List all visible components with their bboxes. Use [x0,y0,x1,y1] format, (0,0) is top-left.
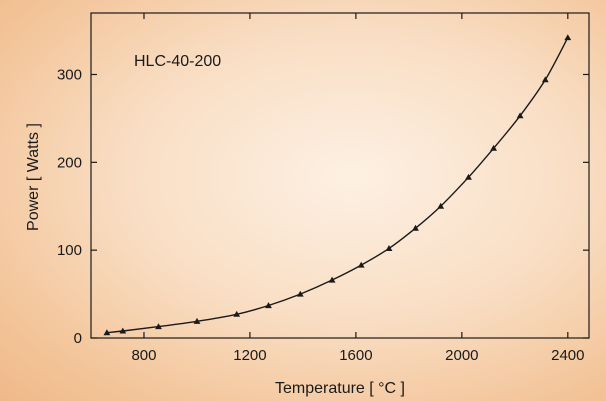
data-point-marker [516,112,524,119]
x-axis-ticks: 800 1200 1600 2000 2400 [131,13,584,364]
data-point-marker [328,276,336,283]
x-tick-label: 2400 [551,347,584,364]
series-markers [103,34,572,336]
x-tick-label: 1200 [233,347,266,364]
x-axis-label: Temperature [ °C ] [275,380,405,397]
y-axis-label: Power [ Watts ] [25,123,42,231]
y-tick-label: 100 [57,242,82,259]
data-point-marker [155,323,162,330]
plot-area-border [90,12,590,339]
data-point-marker [564,34,572,41]
data-point-marker [412,224,419,231]
x-tick-label: 2000 [445,347,478,364]
series-line [106,37,569,334]
data-point-marker [490,144,497,151]
y-tick-label: 200 [57,154,82,171]
y-tick-label: 300 [57,66,82,83]
x-tick-label: 800 [131,347,156,364]
data-point-marker [193,317,201,324]
data-point-marker [103,329,111,336]
data-point-marker [385,245,393,251]
data-point-marker [437,202,445,209]
x-tick-label: 1600 [339,347,372,364]
data-point-marker [119,327,127,334]
chart-annotation: HLC-40-200 [134,53,221,70]
data-point-marker [541,76,549,83]
data-point-marker [233,310,241,317]
y-tick-label: 0 [74,330,82,347]
plot-frame [90,12,590,339]
data-point-marker [465,173,472,180]
data-point-marker [265,302,272,309]
data-point-marker [357,261,365,268]
data-point-marker [296,290,304,297]
y-axis-ticks: 0 100 200 300 [57,66,589,347]
